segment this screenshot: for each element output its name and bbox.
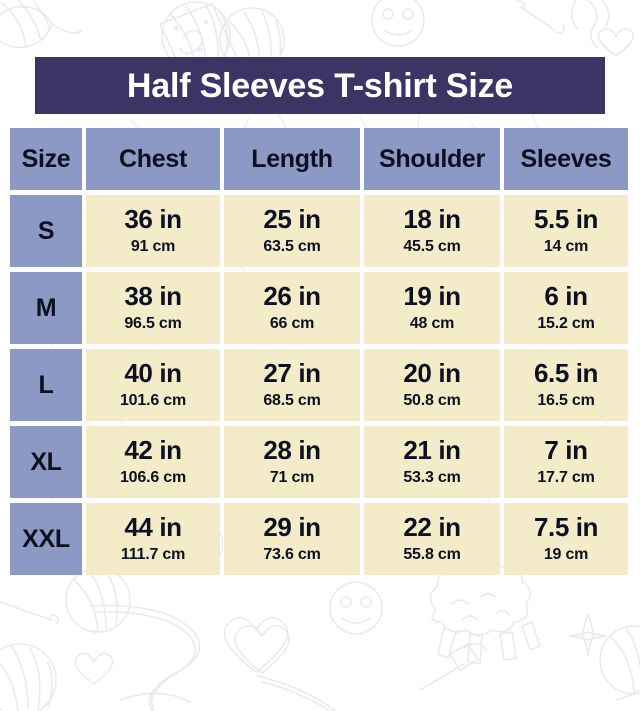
cell-length: 28 in 71 cm (224, 426, 360, 498)
value-centimeters: 73.6 cm (263, 545, 321, 563)
value-centimeters: 19 cm (543, 545, 589, 563)
value-centimeters: 96.5 cm (124, 314, 182, 332)
value-centimeters: 106.6 cm (119, 468, 186, 486)
cell-sleeves: 5.5 in 14 cm (504, 195, 628, 267)
cell-chest: 42 in 106.6 cm (86, 426, 220, 498)
size-label: M (35, 293, 57, 322)
cell-shoulder: 19 in 48 cm (364, 272, 500, 344)
row-size-label-cell: XXL (10, 503, 82, 575)
value-centimeters: 55.8 cm (403, 545, 461, 563)
column-header-chest: Chest (86, 128, 220, 190)
column-header-size: Size (10, 128, 82, 190)
value-centimeters: 111.7 cm (120, 545, 186, 563)
value-inches: 40 in (124, 358, 182, 389)
cell-length: 26 in 66 cm (224, 272, 360, 344)
cell-sleeves: 7 in 17.7 cm (504, 426, 628, 498)
size-label: XL (30, 447, 62, 476)
value-centimeters: 71 cm (269, 468, 315, 486)
cell-sleeves: 6 in 15.2 cm (504, 272, 628, 344)
value-inches: 21 in (403, 435, 461, 466)
table-row: XXL 44 in 111.7 cm 29 in 73.6 cm 22 in 5… (10, 503, 628, 575)
column-header-label: Length (251, 144, 333, 173)
value-inches: 25 in (263, 204, 321, 235)
value-inches: 44 in (124, 512, 182, 543)
cell-length: 27 in 68.5 cm (224, 349, 360, 421)
value-inches: 22 in (403, 512, 461, 543)
value-inches: 20 in (403, 358, 461, 389)
cell-chest: 40 in 101.6 cm (86, 349, 220, 421)
value-centimeters: 15.2 cm (537, 314, 595, 332)
table-row: L 40 in 101.6 cm 27 in 68.5 cm 20 in 50.… (10, 349, 628, 421)
value-centimeters: 17.7 cm (537, 468, 595, 486)
cell-chest: 44 in 111.7 cm (86, 503, 220, 575)
value-inches: 6.5 in (533, 358, 599, 389)
size-label: L (38, 370, 54, 399)
row-size-label-cell: XL (10, 426, 82, 498)
value-centimeters: 91 cm (130, 237, 176, 255)
row-size-label-cell: M (10, 272, 82, 344)
cell-shoulder: 18 in 45.5 cm (364, 195, 500, 267)
value-centimeters: 53.3 cm (403, 468, 461, 486)
value-inches: 6 in (544, 281, 588, 312)
column-header-label: Sleeves (520, 144, 612, 173)
value-centimeters: 63.5 cm (263, 237, 321, 255)
table-row: M 38 in 96.5 cm 26 in 66 cm 19 in 48 cm … (10, 272, 628, 344)
size-label: S (37, 216, 55, 245)
value-centimeters: 66 cm (269, 314, 315, 332)
page-title-bar: Half Sleeves T-shirt Size (35, 57, 605, 114)
cell-length: 29 in 73.6 cm (224, 503, 360, 575)
size-table: Size Chest Length Shoulder Sleeves S 36 … (10, 128, 628, 580)
value-centimeters: 14 cm (543, 237, 589, 255)
cell-chest: 36 in 91 cm (86, 195, 220, 267)
value-inches: 36 in (124, 204, 182, 235)
column-header-label: Size (21, 144, 71, 173)
row-size-label-cell: S (10, 195, 82, 267)
column-header-length: Length (224, 128, 360, 190)
table-row: S 36 in 91 cm 25 in 63.5 cm 18 in 45.5 c… (10, 195, 628, 267)
value-inches: 27 in (263, 358, 321, 389)
value-centimeters: 16.5 cm (537, 391, 595, 409)
value-inches: 42 in (124, 435, 182, 466)
cell-sleeves: 6.5 in 16.5 cm (504, 349, 628, 421)
column-header-sleeves: Sleeves (504, 128, 628, 190)
row-size-label-cell: L (10, 349, 82, 421)
size-label: XXL (22, 524, 70, 553)
table-header-row: Size Chest Length Shoulder Sleeves (10, 128, 628, 190)
value-inches: 19 in (403, 281, 461, 312)
table-row: XL 42 in 106.6 cm 28 in 71 cm 21 in 53.3… (10, 426, 628, 498)
column-header-label: Shoulder (379, 144, 485, 173)
value-centimeters: 101.6 cm (119, 391, 186, 409)
cell-length: 25 in 63.5 cm (224, 195, 360, 267)
cell-shoulder: 22 in 55.8 cm (364, 503, 500, 575)
cell-shoulder: 21 in 53.3 cm (364, 426, 500, 498)
column-header-label: Chest (119, 144, 187, 173)
column-header-shoulder: Shoulder (364, 128, 500, 190)
value-inches: 18 in (403, 204, 461, 235)
value-inches: 26 in (263, 281, 321, 312)
value-inches: 7.5 in (533, 512, 599, 543)
value-inches: 29 in (263, 512, 321, 543)
value-inches: 38 in (124, 281, 182, 312)
cell-sleeves: 7.5 in 19 cm (504, 503, 628, 575)
value-inches: 7 in (544, 435, 588, 466)
value-inches: 28 in (263, 435, 321, 466)
value-inches: 5.5 in (533, 204, 599, 235)
cell-chest: 38 in 96.5 cm (86, 272, 220, 344)
value-centimeters: 68.5 cm (263, 391, 321, 409)
value-centimeters: 48 cm (409, 314, 455, 332)
cell-shoulder: 20 in 50.8 cm (364, 349, 500, 421)
page-title: Half Sleeves T-shirt Size (126, 66, 514, 105)
value-centimeters: 50.8 cm (403, 391, 461, 409)
value-centimeters: 45.5 cm (403, 237, 461, 255)
